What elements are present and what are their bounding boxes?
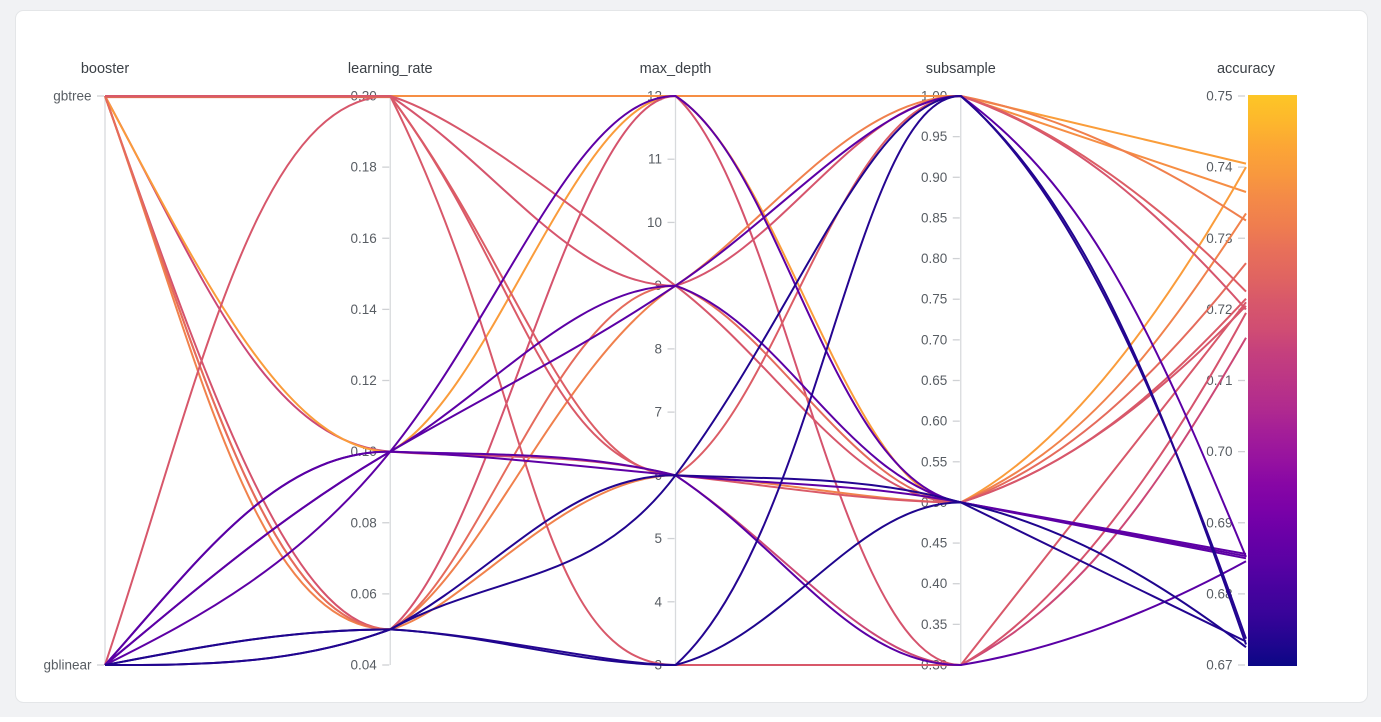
- svg-text:7: 7: [654, 405, 662, 420]
- svg-text:0.18: 0.18: [350, 160, 376, 175]
- svg-text:11: 11: [648, 152, 662, 167]
- svg-text:10: 10: [647, 215, 662, 230]
- svg-text:booster: booster: [81, 61, 130, 77]
- svg-text:0.69: 0.69: [1206, 515, 1232, 530]
- svg-text:0.90: 0.90: [921, 170, 947, 185]
- svg-text:0.60: 0.60: [921, 414, 947, 429]
- svg-text:0.40: 0.40: [921, 576, 947, 591]
- svg-text:0.70: 0.70: [921, 332, 947, 347]
- svg-text:0.74: 0.74: [1206, 160, 1233, 175]
- svg-text:0.65: 0.65: [921, 373, 947, 388]
- svg-text:0.14: 0.14: [350, 302, 377, 317]
- svg-text:0.35: 0.35: [921, 617, 947, 632]
- svg-text:gbtree: gbtree: [53, 89, 91, 104]
- svg-text:0.70: 0.70: [1206, 444, 1232, 459]
- svg-text:0.72: 0.72: [1206, 302, 1232, 317]
- svg-text:4: 4: [654, 594, 662, 609]
- svg-text:0.45: 0.45: [921, 536, 947, 551]
- svg-text:0.75: 0.75: [921, 292, 947, 307]
- svg-text:0.06: 0.06: [350, 586, 376, 601]
- svg-text:0.67: 0.67: [1206, 658, 1232, 673]
- svg-text:0.04: 0.04: [350, 658, 377, 673]
- svg-text:0.85: 0.85: [921, 210, 947, 225]
- svg-text:max_depth: max_depth: [640, 61, 712, 77]
- svg-text:0.16: 0.16: [350, 231, 376, 246]
- svg-text:0.55: 0.55: [921, 454, 947, 469]
- svg-text:gblinear: gblinear: [43, 658, 92, 673]
- svg-text:0.80: 0.80: [921, 251, 947, 266]
- svg-text:0.75: 0.75: [1206, 89, 1232, 104]
- svg-text:learning_rate: learning_rate: [348, 61, 433, 77]
- svg-text:5: 5: [654, 531, 662, 546]
- svg-text:accuracy: accuracy: [1217, 61, 1276, 77]
- svg-text:0.71: 0.71: [1206, 373, 1232, 388]
- svg-text:9: 9: [654, 278, 662, 293]
- svg-text:8: 8: [654, 341, 662, 356]
- svg-text:0.95: 0.95: [921, 129, 947, 144]
- svg-text:subsample: subsample: [926, 61, 996, 77]
- svg-text:0.08: 0.08: [350, 515, 376, 530]
- svg-text:0.12: 0.12: [350, 373, 376, 388]
